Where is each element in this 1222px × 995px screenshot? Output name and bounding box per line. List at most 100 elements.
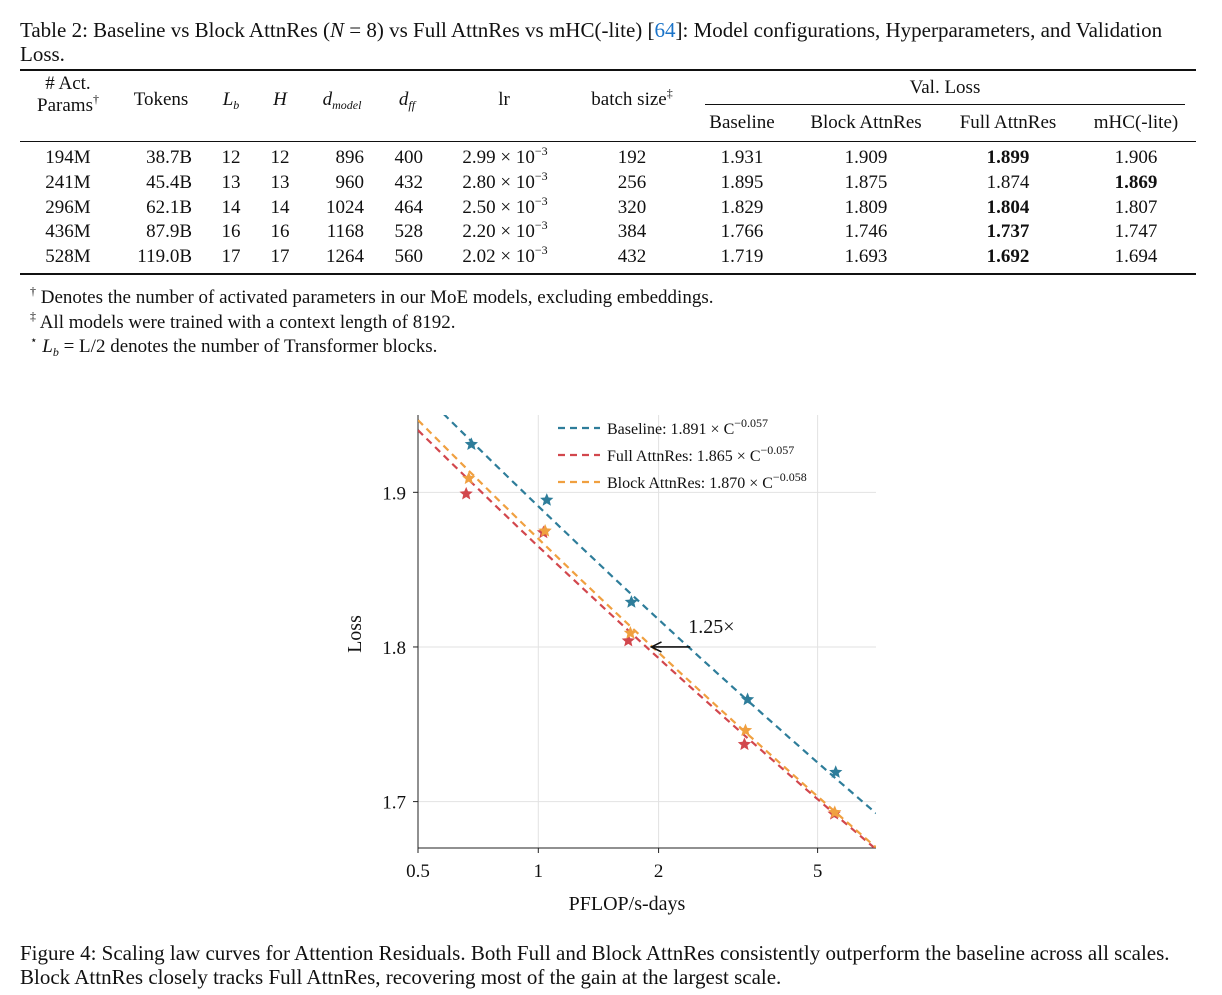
y-tick-label: 1.7 bbox=[382, 793, 406, 814]
header-mhc-lite: mHC(-lite) bbox=[1093, 112, 1179, 133]
data-point-star bbox=[464, 437, 478, 450]
cell-params: 436M bbox=[45, 221, 91, 242]
data-point-star bbox=[737, 737, 752, 751]
header-val-loss: Val. Loss bbox=[909, 77, 981, 98]
cell-block: 1.809 bbox=[844, 197, 888, 218]
cell-lr: 2.20 × 10−3 bbox=[462, 218, 548, 242]
cell-tokens: 62.1B bbox=[146, 197, 192, 218]
cell-lr: 2.50 × 10−3 bbox=[462, 194, 548, 218]
data-point-star bbox=[540, 493, 554, 506]
cell-block: 1.875 bbox=[844, 172, 888, 193]
footnote-dagger: † Denotes the number of activated parame… bbox=[30, 284, 714, 308]
footnote-ddagger: ‡ All models were trained with a context… bbox=[30, 309, 456, 333]
cell-batch: 432 bbox=[617, 246, 647, 267]
cell-mhc: 1.906 bbox=[1114, 147, 1158, 168]
cell-lr: 2.02 × 10−3 bbox=[462, 243, 548, 267]
header-h: H bbox=[273, 89, 287, 110]
data-point-star bbox=[829, 765, 843, 778]
fit-line bbox=[418, 429, 876, 848]
figure-caption: Figure 4: Scaling law curves for Attenti… bbox=[20, 941, 1170, 989]
cell-dmodel: 1264 bbox=[326, 246, 364, 267]
cell-dmodel: 1168 bbox=[326, 221, 364, 242]
table-mid-rule bbox=[20, 141, 1196, 142]
data-point-star bbox=[621, 633, 635, 647]
fit-lines bbox=[418, 415, 876, 848]
cell-h: 12 bbox=[270, 147, 290, 168]
fit-line bbox=[443, 415, 876, 815]
cell-batch: 384 bbox=[617, 221, 647, 242]
data-point-star bbox=[828, 805, 842, 819]
cell-baseline: 1.719 bbox=[720, 246, 764, 267]
cell-baseline: 1.766 bbox=[720, 221, 764, 242]
citation-link[interactable]: 64 bbox=[654, 18, 676, 42]
cell-dff: 528 bbox=[394, 221, 424, 242]
cell-dmodel: 896 bbox=[335, 147, 365, 168]
x-tick-label: 0.5 bbox=[406, 861, 430, 882]
cell-lb: 16 bbox=[221, 221, 241, 242]
data-point-star bbox=[538, 524, 552, 537]
cell-mhc: 1.694 bbox=[1114, 246, 1158, 267]
cell-tokens: 45.4B bbox=[146, 172, 192, 193]
cell-params: 528M bbox=[45, 246, 91, 267]
cell-lb: 14 bbox=[221, 197, 241, 218]
cell-lr: 2.80 × 10−3 bbox=[462, 169, 548, 193]
cell-tokens: 87.9B bbox=[146, 221, 192, 242]
cell-h: 14 bbox=[270, 197, 290, 218]
annotation-label: 1.25× bbox=[688, 616, 734, 638]
cell-mhc: 1.747 bbox=[1114, 221, 1158, 242]
y-tick-label: 1.9 bbox=[382, 483, 406, 504]
cell-full: 1.899 bbox=[986, 147, 1030, 168]
val-loss-rule bbox=[705, 104, 1185, 105]
cell-full: 1.737 bbox=[986, 221, 1030, 242]
table-top-rule bbox=[20, 69, 1196, 71]
fit-line bbox=[418, 419, 876, 848]
cell-h: 13 bbox=[270, 172, 290, 193]
cell-batch: 320 bbox=[617, 197, 647, 218]
cell-params: 296M bbox=[45, 197, 91, 218]
cell-dmodel: 1024 bbox=[326, 197, 364, 218]
annotation-arrowhead bbox=[649, 641, 662, 653]
header-block-attnres: Block AttnRes bbox=[810, 112, 922, 133]
cell-full: 1.874 bbox=[986, 172, 1030, 193]
header-act-params: # Act. Params† bbox=[37, 73, 99, 116]
header-full-attnres: Full AttnRes bbox=[959, 112, 1057, 133]
x-tick-label: 2 bbox=[654, 861, 664, 882]
cell-block: 1.693 bbox=[844, 246, 888, 267]
cell-params: 194M bbox=[45, 147, 91, 168]
cell-h: 16 bbox=[270, 221, 290, 242]
table-bottom-rule bbox=[20, 273, 1196, 275]
cell-params: 241M bbox=[45, 172, 91, 193]
header-baseline: Baseline bbox=[709, 112, 775, 133]
cell-tokens: 119.0B bbox=[137, 246, 192, 267]
x-tick-label: 5 bbox=[813, 861, 823, 882]
legend-entry: Block AttnRes: 1.870 × C−0.058 bbox=[607, 470, 807, 492]
cell-mhc: 1.869 bbox=[1114, 172, 1158, 193]
legend-entry: Full AttnRes: 1.865 × C−0.057 bbox=[607, 443, 794, 465]
cell-lr: 2.99 × 10−3 bbox=[462, 144, 548, 168]
header-tokens: Tokens bbox=[133, 89, 189, 110]
cell-batch: 192 bbox=[617, 147, 647, 168]
cell-baseline: 1.895 bbox=[720, 172, 764, 193]
legend-entry: Baseline: 1.891 × C−0.057 bbox=[607, 416, 768, 438]
cell-baseline: 1.829 bbox=[720, 197, 764, 218]
cell-baseline: 1.931 bbox=[720, 147, 764, 168]
data-point-star bbox=[623, 626, 637, 639]
y-tick-label: 1.8 bbox=[382, 638, 406, 659]
cell-tokens: 38.7B bbox=[146, 147, 192, 168]
data-point-star bbox=[462, 471, 476, 485]
cell-batch: 256 bbox=[617, 172, 647, 193]
cell-h: 17 bbox=[270, 246, 290, 267]
cell-lb: 12 bbox=[221, 147, 241, 168]
cell-full: 1.804 bbox=[986, 197, 1030, 218]
cell-dff: 432 bbox=[394, 172, 424, 193]
cell-lb: 17 bbox=[221, 246, 241, 267]
cell-block: 1.909 bbox=[844, 147, 888, 168]
y-axis-label: Loss bbox=[344, 615, 366, 653]
header-batch-size: batch size‡ bbox=[591, 86, 673, 110]
cell-block: 1.746 bbox=[844, 221, 888, 242]
cell-dff: 400 bbox=[394, 147, 424, 168]
footnote-star: ⋆ Lb = L/2 denotes the number of Transfo… bbox=[30, 333, 438, 359]
header-lr: lr bbox=[498, 89, 510, 110]
table-caption: Table 2: Baseline vs Block AttnRes (N = … bbox=[20, 18, 1163, 66]
